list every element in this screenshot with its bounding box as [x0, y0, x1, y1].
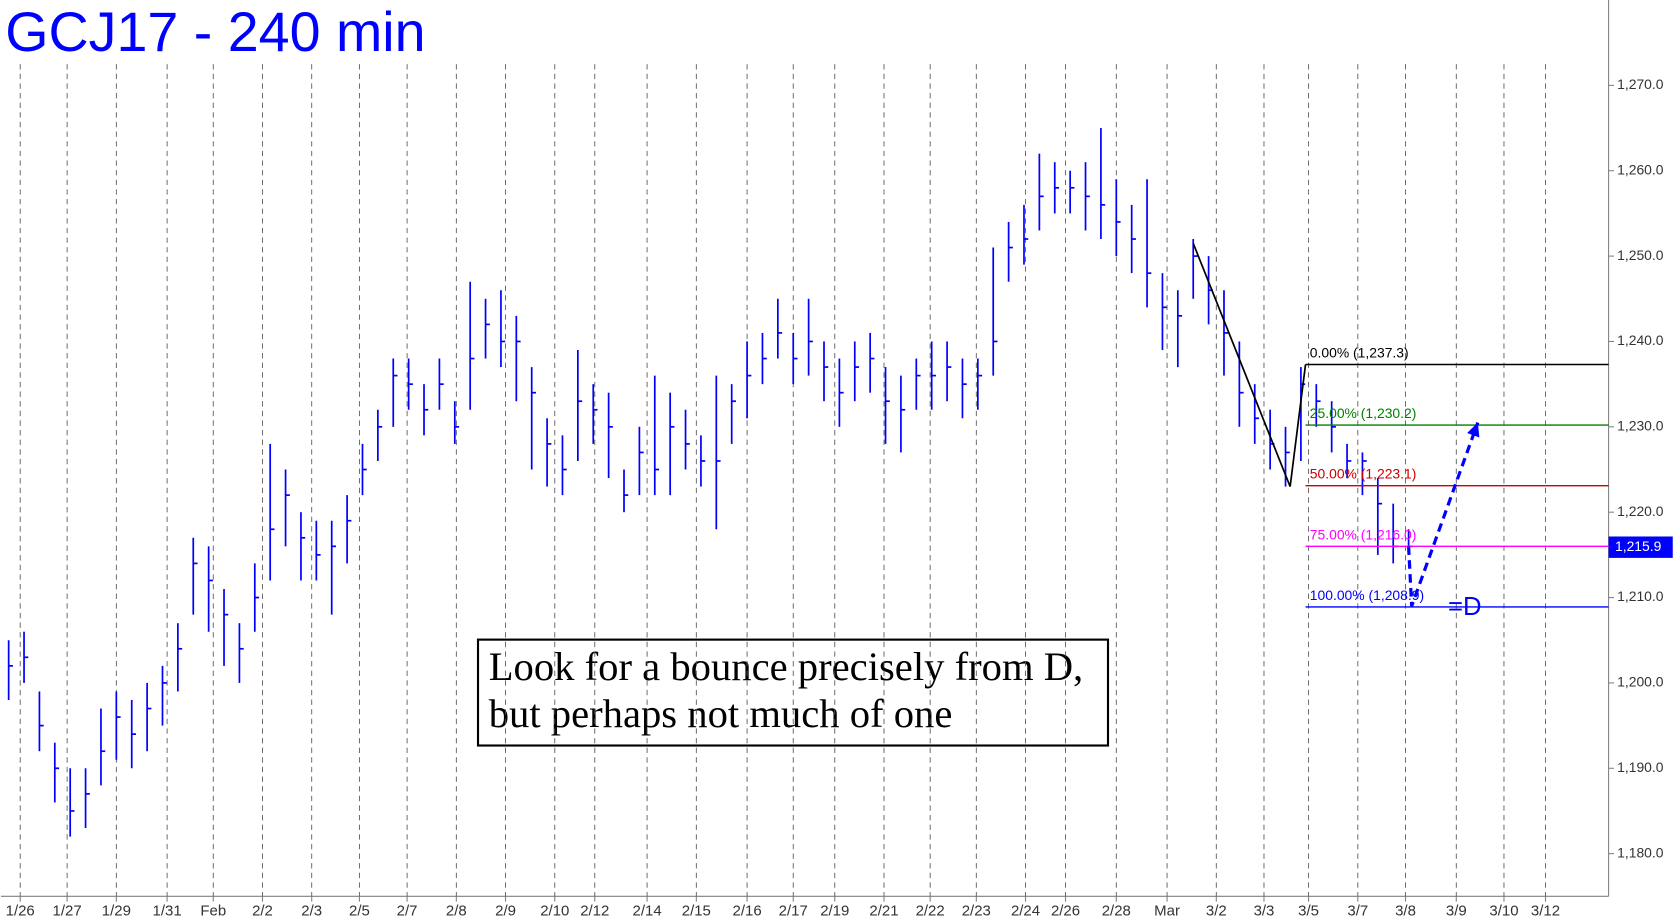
x-tick-label: 3/2	[1206, 902, 1227, 919]
x-tick-label: 2/26	[1051, 902, 1080, 919]
y-tick-label: 1,260.0	[1617, 161, 1664, 177]
x-tick-label: 2/14	[633, 902, 662, 919]
x-tick-label: 2/28	[1102, 902, 1131, 919]
x-tick-label: 2/10	[540, 902, 569, 919]
x-tick-label: 2/7	[397, 902, 418, 919]
y-tick-label: 1,210.0	[1617, 588, 1664, 604]
annotation-text: but perhaps not much of one	[489, 691, 953, 736]
y-tick-label: 1,240.0	[1617, 332, 1664, 348]
x-tick-label: 3/3	[1254, 902, 1275, 919]
annotation-text: Look for a bounce precisely from D,	[489, 644, 1084, 689]
x-tick-label: 2/12	[580, 902, 609, 919]
y-tick-label: 1,180.0	[1617, 844, 1664, 860]
y-tick-label: 1,200.0	[1617, 674, 1664, 690]
fib-label: 25.00% (1,230.2)	[1310, 405, 1417, 421]
x-tick-label: 2/21	[869, 902, 898, 919]
fib-label: 0.00% (1,237.3)	[1310, 344, 1409, 360]
x-tick-label: 2/19	[820, 902, 849, 919]
y-tick-label: 1,220.0	[1617, 503, 1664, 519]
x-tick-label: 3/5	[1298, 902, 1319, 919]
x-tick-label: Mar	[1154, 902, 1180, 919]
last-price-label: 1,215.9	[1615, 538, 1662, 554]
fib-label: 75.00% (1,216.0)	[1310, 526, 1417, 542]
x-tick-label: 2/3	[301, 902, 322, 919]
x-tick-label: 2/2	[252, 902, 273, 919]
projection-line	[1406, 422, 1480, 607]
x-tick-label: Feb	[200, 902, 226, 919]
x-tick-label: 2/5	[349, 902, 370, 919]
projection-arrowhead	[1467, 422, 1480, 438]
x-tick-label: 3/10	[1489, 902, 1518, 919]
x-tick-label: 2/23	[962, 902, 991, 919]
pattern-line	[1192, 242, 1307, 487]
chart-title: GCJ17 - 240 min	[5, 1, 425, 63]
x-tick-label: 3/8	[1395, 902, 1416, 919]
x-tick-label: 2/15	[682, 902, 711, 919]
x-tick-label: 1/29	[102, 902, 131, 919]
y-tick-label: 1,190.0	[1617, 759, 1664, 775]
x-tick-label: 2/17	[779, 902, 808, 919]
fib-label: 100.00% (1,208.9)	[1310, 587, 1424, 603]
x-tick-label: 1/26	[6, 902, 35, 919]
x-tick-label: 2/9	[495, 902, 516, 919]
x-tick-label: 3/9	[1446, 902, 1467, 919]
x-tick-label: 3/7	[1347, 902, 1368, 919]
x-tick-label: 1/27	[53, 902, 82, 919]
x-tick-label: 3/12	[1531, 902, 1560, 919]
x-tick-label: 2/24	[1011, 902, 1040, 919]
y-tick-label: 1,270.0	[1617, 76, 1664, 92]
y-tick-label: 1,250.0	[1617, 247, 1664, 263]
fib-label: 50.00% (1,223.1)	[1310, 466, 1417, 482]
x-tick-label: 2/8	[446, 902, 467, 919]
last-price-tag	[1608, 536, 1673, 558]
d-label: =D	[1448, 593, 1482, 621]
x-tick-label: 2/22	[916, 902, 945, 919]
x-tick-label: 2/16	[733, 902, 762, 919]
y-tick-label: 1,230.0	[1617, 417, 1664, 433]
x-tick-label: 1/31	[153, 902, 182, 919]
